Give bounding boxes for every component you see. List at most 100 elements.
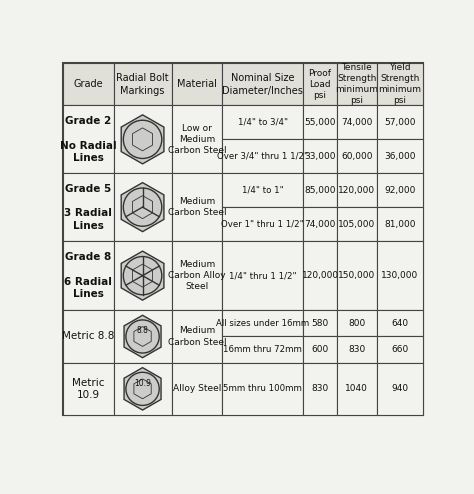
FancyBboxPatch shape (303, 139, 337, 173)
FancyBboxPatch shape (303, 241, 337, 310)
FancyBboxPatch shape (113, 241, 172, 310)
Text: 10.9: 10.9 (134, 378, 151, 388)
FancyBboxPatch shape (377, 207, 423, 241)
Text: 660: 660 (391, 345, 409, 354)
Text: 1/4" to 3/4": 1/4" to 3/4" (237, 118, 288, 127)
Circle shape (123, 256, 162, 295)
FancyBboxPatch shape (222, 241, 303, 310)
Text: 85,000: 85,000 (304, 186, 336, 195)
FancyBboxPatch shape (63, 63, 113, 106)
FancyBboxPatch shape (63, 63, 423, 415)
Text: All sizes under 16mm: All sizes under 16mm (216, 319, 310, 328)
Text: 60,000: 60,000 (341, 152, 373, 161)
Text: 33,000: 33,000 (304, 152, 336, 161)
FancyBboxPatch shape (222, 207, 303, 241)
Text: 8.8: 8.8 (137, 326, 148, 335)
FancyBboxPatch shape (337, 336, 377, 363)
FancyBboxPatch shape (303, 310, 337, 336)
FancyBboxPatch shape (377, 63, 423, 106)
FancyBboxPatch shape (377, 310, 423, 336)
Text: Nominal Size
Diameter/Inches: Nominal Size Diameter/Inches (222, 73, 303, 95)
Text: 940: 940 (392, 384, 409, 393)
Text: 800: 800 (348, 319, 365, 328)
FancyBboxPatch shape (337, 310, 377, 336)
FancyBboxPatch shape (172, 63, 222, 106)
FancyBboxPatch shape (377, 363, 423, 415)
Text: 640: 640 (392, 319, 409, 328)
FancyBboxPatch shape (377, 106, 423, 139)
Circle shape (123, 120, 162, 159)
Text: Medium
Carbon Steel: Medium Carbon Steel (167, 327, 226, 346)
FancyBboxPatch shape (377, 241, 423, 310)
FancyBboxPatch shape (222, 139, 303, 173)
Text: Grade 5

3 Radial
Lines: Grade 5 3 Radial Lines (64, 183, 112, 231)
Polygon shape (124, 368, 161, 410)
FancyBboxPatch shape (337, 63, 377, 106)
Text: 600: 600 (311, 345, 328, 354)
Text: 55,000: 55,000 (304, 118, 336, 127)
FancyBboxPatch shape (222, 363, 303, 415)
Text: Grade 2

No Radial
Lines: Grade 2 No Radial Lines (60, 116, 117, 163)
FancyBboxPatch shape (113, 106, 172, 173)
FancyBboxPatch shape (172, 363, 222, 415)
Text: 81,000: 81,000 (384, 219, 416, 229)
Text: 36,000: 36,000 (384, 152, 416, 161)
FancyBboxPatch shape (337, 139, 377, 173)
Text: 16mm thru 72mm: 16mm thru 72mm (223, 345, 302, 354)
Text: Metric
10.9: Metric 10.9 (72, 377, 105, 400)
FancyBboxPatch shape (222, 173, 303, 207)
FancyBboxPatch shape (113, 310, 172, 363)
Text: 57,000: 57,000 (384, 118, 416, 127)
Text: Low or
Medium
Carbon Steel: Low or Medium Carbon Steel (167, 124, 226, 155)
Polygon shape (121, 115, 164, 164)
FancyBboxPatch shape (63, 363, 113, 415)
Text: 120,000: 120,000 (301, 271, 338, 280)
Circle shape (126, 372, 159, 406)
Text: Medium
Carbon Steel: Medium Carbon Steel (167, 197, 226, 217)
Text: Metric 8.8: Metric 8.8 (62, 331, 115, 341)
FancyBboxPatch shape (337, 207, 377, 241)
Text: 130,000: 130,000 (381, 271, 419, 280)
FancyBboxPatch shape (172, 310, 222, 363)
FancyBboxPatch shape (63, 310, 113, 363)
FancyBboxPatch shape (377, 139, 423, 173)
FancyBboxPatch shape (222, 336, 303, 363)
FancyBboxPatch shape (113, 173, 172, 241)
Text: 5mm thru 100mm: 5mm thru 100mm (223, 384, 302, 393)
FancyBboxPatch shape (337, 241, 377, 310)
FancyBboxPatch shape (113, 63, 172, 106)
FancyBboxPatch shape (172, 241, 222, 310)
Polygon shape (124, 315, 161, 358)
FancyBboxPatch shape (63, 106, 113, 173)
Text: 580: 580 (311, 319, 328, 328)
Text: Material: Material (177, 80, 217, 89)
Text: 74,000: 74,000 (341, 118, 373, 127)
FancyBboxPatch shape (377, 336, 423, 363)
Text: Proof
Load
psi: Proof Load psi (309, 69, 331, 100)
FancyBboxPatch shape (337, 173, 377, 207)
Circle shape (126, 320, 159, 353)
Text: Medium
Carbon Alloy
Steel: Medium Carbon Alloy Steel (168, 260, 226, 291)
FancyBboxPatch shape (222, 310, 303, 336)
Circle shape (123, 188, 162, 226)
FancyBboxPatch shape (172, 106, 222, 173)
FancyBboxPatch shape (172, 173, 222, 241)
Text: Grade: Grade (73, 80, 103, 89)
Text: 92,000: 92,000 (384, 186, 416, 195)
FancyBboxPatch shape (303, 336, 337, 363)
FancyBboxPatch shape (337, 106, 377, 139)
Polygon shape (121, 183, 164, 232)
Text: Over 1" thru 1 1/2": Over 1" thru 1 1/2" (221, 219, 304, 229)
Text: 120,000: 120,000 (338, 186, 375, 195)
Text: 830: 830 (311, 384, 328, 393)
Text: 74,000: 74,000 (304, 219, 336, 229)
Text: Over 3/4" thru 1 1/2": Over 3/4" thru 1 1/2" (217, 152, 308, 161)
Text: 105,000: 105,000 (338, 219, 375, 229)
FancyBboxPatch shape (303, 63, 337, 106)
FancyBboxPatch shape (337, 363, 377, 415)
Text: 1/4" thru 1 1/2": 1/4" thru 1 1/2" (229, 271, 297, 280)
FancyBboxPatch shape (303, 106, 337, 139)
Polygon shape (121, 251, 164, 300)
FancyBboxPatch shape (303, 173, 337, 207)
Text: 1040: 1040 (346, 384, 368, 393)
